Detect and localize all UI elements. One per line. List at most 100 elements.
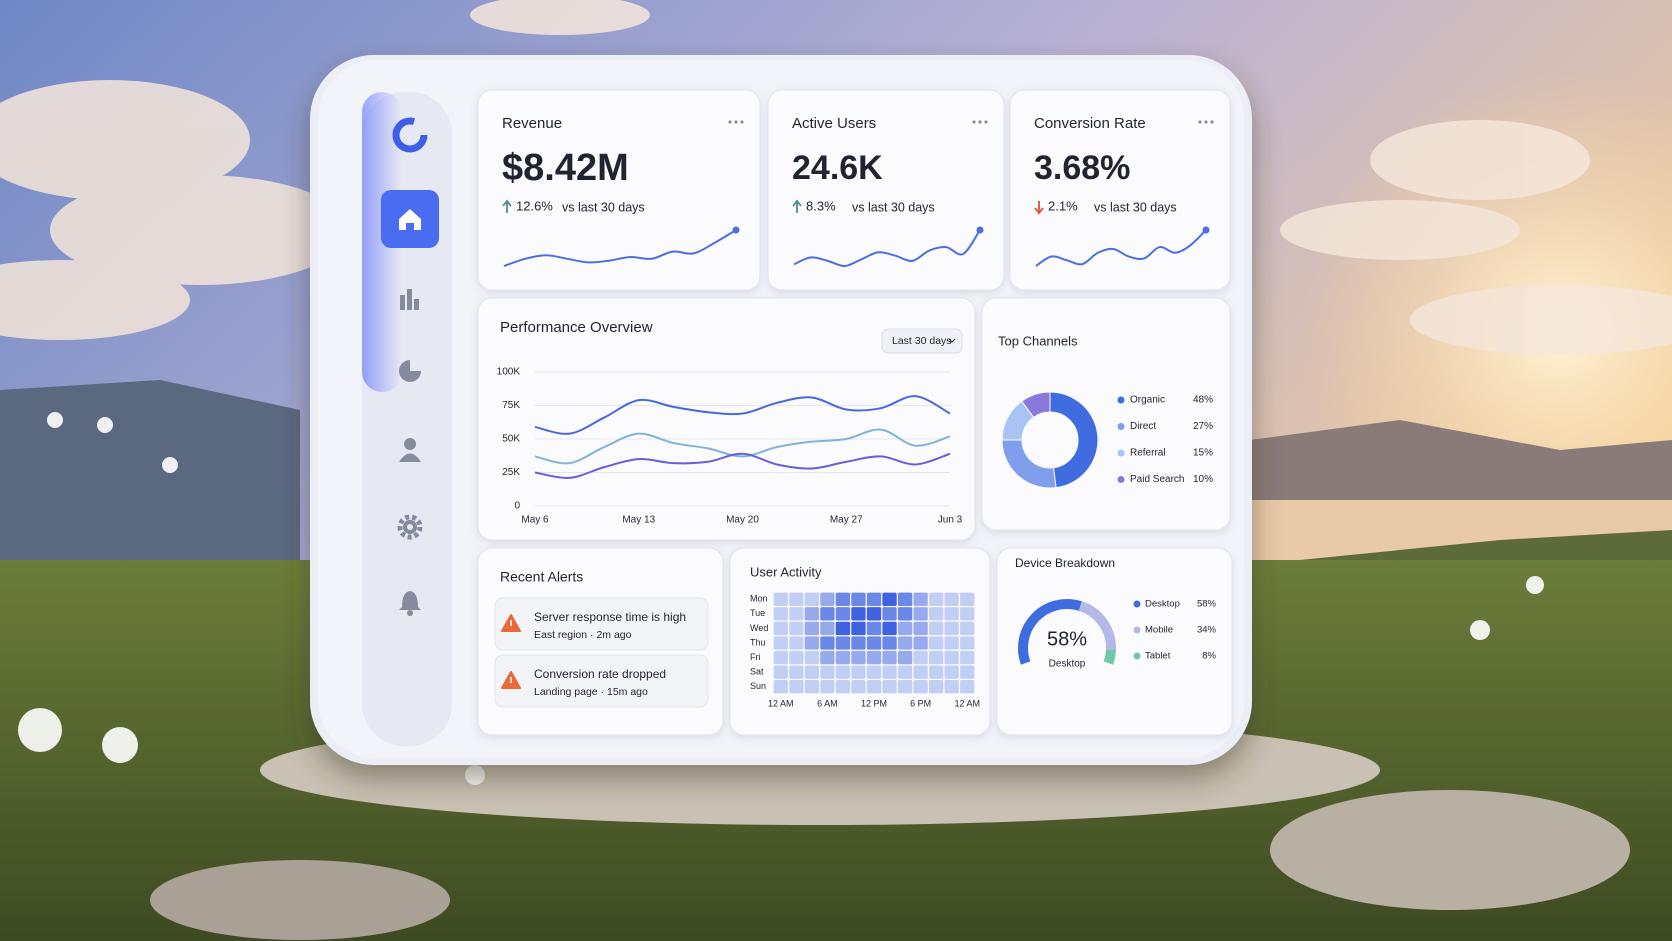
heat-cell bbox=[960, 592, 975, 606]
legend-label: Mobile bbox=[1145, 625, 1173, 636]
heat-cell bbox=[789, 680, 804, 694]
dropdown-box bbox=[881, 328, 963, 354]
row-label: Mon bbox=[750, 594, 768, 604]
card bbox=[1009, 89, 1231, 291]
heat-cell bbox=[882, 680, 897, 694]
heat-cell bbox=[897, 650, 913, 665]
heat-cell bbox=[835, 607, 851, 621]
alert-title: Server response time is high bbox=[534, 610, 686, 624]
trend-arrow bbox=[502, 199, 512, 213]
heat-cell bbox=[835, 680, 851, 694]
heat-cell bbox=[851, 665, 866, 679]
heat-cell bbox=[960, 650, 975, 665]
kpi-comparison: vs last 30 days bbox=[1094, 200, 1177, 214]
heat-cell bbox=[960, 680, 975, 694]
card-title: User Activity bbox=[750, 564, 822, 579]
alert-item[interactable]: Server response time is high East region … bbox=[494, 597, 709, 651]
heat-cell bbox=[789, 665, 804, 679]
row-label: Wed bbox=[750, 623, 768, 633]
legend-value: 27% bbox=[1193, 421, 1213, 432]
y-tick-label: 0 bbox=[514, 501, 520, 512]
warning-mark bbox=[510, 677, 512, 683]
legend-dot bbox=[1117, 449, 1125, 457]
chart-title: Performance Overview bbox=[500, 319, 653, 336]
gauge-segment bbox=[1103, 649, 1116, 665]
card-title: Device Breakdown bbox=[1015, 556, 1115, 570]
menu-dot bbox=[1210, 120, 1214, 124]
alert-item[interactable]: Conversion rate dropped Landing page · 15… bbox=[494, 654, 709, 708]
nav-notifications[interactable] bbox=[399, 591, 421, 616]
heat-cell bbox=[820, 650, 835, 665]
heat-cell bbox=[835, 665, 851, 679]
nav-reports[interactable] bbox=[399, 358, 423, 382]
x-tick-label: Jun 3 bbox=[938, 515, 963, 526]
column-label: 12 PM bbox=[861, 698, 887, 708]
nav-settings[interactable] bbox=[397, 514, 423, 540]
legend-dot bbox=[1117, 476, 1125, 483]
heat-cell bbox=[882, 607, 897, 621]
dropdown-label: Last 30 days bbox=[892, 335, 952, 347]
heat-cell bbox=[928, 650, 944, 665]
heat-cell bbox=[789, 650, 804, 665]
heat-cell bbox=[804, 607, 820, 621]
heat-cell bbox=[913, 665, 928, 679]
legend-label: Referral bbox=[1130, 448, 1166, 459]
row-label: Sat bbox=[750, 667, 764, 677]
sparkline-end bbox=[732, 226, 740, 234]
legend-label: Desktop bbox=[1145, 599, 1180, 610]
y-tick-label: 75K bbox=[502, 400, 520, 411]
heat-cell bbox=[944, 636, 959, 650]
heat-cell bbox=[804, 650, 820, 665]
logo bbox=[392, 117, 428, 153]
warning-mark bbox=[510, 620, 512, 626]
nav-users[interactable] bbox=[399, 438, 421, 462]
heat-cell bbox=[913, 636, 928, 650]
menu-dot bbox=[984, 120, 988, 124]
heat-cell bbox=[960, 607, 975, 621]
kpi-comparison: vs last 30 days bbox=[852, 200, 935, 214]
nav-analytics[interactable] bbox=[400, 289, 419, 310]
heat-cell bbox=[913, 607, 928, 621]
heat-cell bbox=[944, 592, 959, 606]
heat-cell bbox=[897, 621, 913, 636]
card-title: Recent Alerts bbox=[500, 569, 583, 585]
heat-cell bbox=[835, 621, 851, 636]
legend-dot bbox=[1133, 652, 1141, 660]
row-label: Sun bbox=[750, 681, 766, 691]
heat-cell bbox=[928, 665, 944, 679]
kpi-comparison: vs last 30 days bbox=[562, 200, 645, 214]
x-tick-label: May 27 bbox=[830, 515, 863, 526]
legend-value: 34% bbox=[1197, 625, 1217, 636]
series-line bbox=[534, 452, 951, 479]
heat-cell bbox=[773, 636, 788, 650]
alert-detail: Landing page · 15m ago bbox=[534, 686, 648, 698]
heat-cell bbox=[928, 636, 944, 650]
heat-cell bbox=[960, 621, 975, 636]
dashboard: Revenue $8.42M 12.6% vs last 30 days Active … bbox=[477, 89, 1233, 736]
trend-arrow bbox=[792, 199, 802, 213]
sparkline-end bbox=[1202, 226, 1210, 234]
x-tick-label: May 20 bbox=[726, 515, 759, 526]
kpi-change: 8.3% bbox=[806, 198, 836, 213]
menu-dot bbox=[972, 120, 976, 124]
legend-label: Paid Search bbox=[1130, 474, 1184, 485]
gauge-segment bbox=[1078, 601, 1116, 651]
heat-cell bbox=[866, 607, 882, 621]
legend-dot bbox=[1117, 423, 1125, 430]
heat-cell bbox=[804, 680, 820, 694]
heat-cell bbox=[804, 621, 820, 636]
nav-home[interactable] bbox=[381, 190, 439, 248]
alert-box bbox=[494, 597, 709, 651]
heat-cell bbox=[928, 680, 944, 694]
legend-label: Direct bbox=[1130, 421, 1156, 432]
heat-cell bbox=[789, 607, 804, 621]
menu-dot bbox=[734, 120, 738, 124]
heat-cell bbox=[913, 650, 928, 665]
range-dropdown[interactable]: Last 30 days bbox=[881, 328, 963, 354]
heat-cell bbox=[866, 621, 882, 636]
heat-cell bbox=[804, 636, 820, 650]
column-label: 6 AM bbox=[817, 698, 838, 708]
trend-arrow bbox=[1034, 201, 1044, 215]
